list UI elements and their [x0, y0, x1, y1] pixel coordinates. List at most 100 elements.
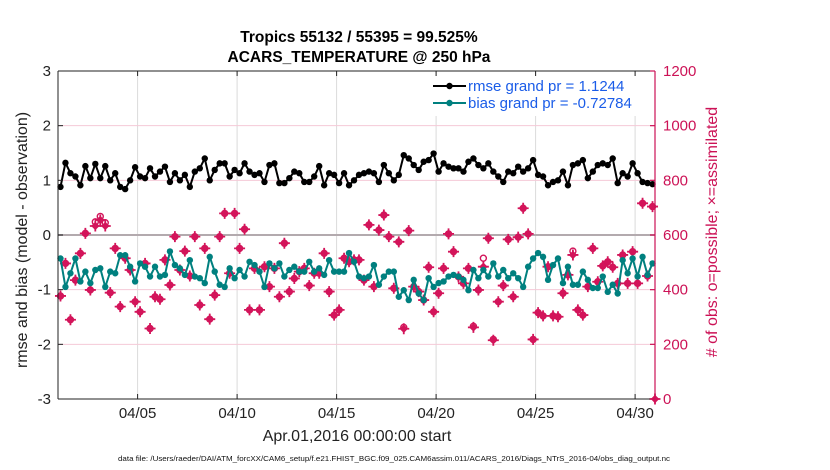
- rmse-point: [246, 168, 253, 175]
- obs-assimilated-point: [318, 247, 330, 259]
- rmse-point: [166, 178, 174, 186]
- bias-point: [241, 273, 248, 280]
- rmse-point: [186, 183, 194, 191]
- rmse-point: [529, 156, 537, 164]
- rmse-point: [201, 155, 208, 162]
- rmse-point: [92, 160, 99, 168]
- rmse-point: [116, 183, 124, 191]
- rmse-point: [455, 165, 462, 172]
- y-tick-label: 0: [43, 227, 51, 244]
- obs-marker-cross: [64, 314, 76, 326]
- obs-assimilated-point: [229, 207, 241, 219]
- bias-point: [121, 252, 129, 259]
- obs-assimilated-point: [647, 201, 659, 213]
- rmse-point: [385, 170, 393, 177]
- rmse-point: [146, 165, 154, 172]
- bias-point: [524, 263, 532, 270]
- rmse-point: [102, 162, 109, 170]
- bias-point: [480, 266, 487, 274]
- obs-assimilated-point: [273, 291, 285, 303]
- rmse-point: [151, 173, 159, 180]
- bias-point: [569, 281, 577, 288]
- obs-assimilated-point: [602, 256, 614, 268]
- rmse-point: [505, 168, 512, 175]
- bias-point: [385, 268, 393, 275]
- obs-marker-cross: [214, 231, 226, 243]
- obs-marker-cross: [482, 232, 494, 244]
- rmse-point: [510, 170, 517, 177]
- legend-bias-label: bias grand pr = -0.72784: [468, 95, 632, 112]
- bias-point: [271, 265, 278, 272]
- obs-marker-cross: [99, 220, 111, 232]
- bias-point: [549, 261, 557, 269]
- rmse-point: [614, 179, 621, 187]
- rmse-point: [649, 180, 656, 188]
- obs-marker-cross: [144, 322, 156, 334]
- bias-point: [176, 265, 184, 272]
- obs-marker-cross: [522, 228, 534, 240]
- bias-point: [276, 260, 283, 267]
- rmse-point: [634, 170, 641, 177]
- bias-point: [415, 290, 422, 297]
- rmse-point: [415, 166, 422, 174]
- rmse-point: [569, 161, 577, 169]
- obs-marker-cross: [199, 242, 211, 254]
- bias-point: [345, 249, 353, 257]
- obs-marker-cross: [239, 223, 251, 235]
- bias-point: [261, 283, 268, 291]
- bias-point: [211, 268, 218, 275]
- obs-assimilated-point: [443, 228, 455, 240]
- obs-assimilated-point: [99, 220, 111, 232]
- bias-point: [619, 256, 626, 264]
- rmse-point: [639, 178, 646, 186]
- rmse-point: [480, 165, 487, 172]
- obs-assimilated-point: [134, 306, 146, 318]
- rmse-point: [191, 168, 199, 175]
- obs-marker-cross: [94, 214, 106, 226]
- y-tick-label: 1: [43, 172, 51, 189]
- obs-assimilated-point: [189, 231, 201, 243]
- rmse-point: [340, 170, 348, 177]
- obs-assimilated-point: [487, 334, 499, 346]
- obs-marker-cross: [74, 247, 86, 259]
- obs-marker-cross: [378, 209, 390, 221]
- obs-marker-cross: [438, 262, 450, 274]
- bias-point: [455, 273, 462, 280]
- obs-assimilated-point: [104, 287, 116, 299]
- obs-assimilated-point: [74, 247, 86, 259]
- obs-assimilated-point: [537, 310, 549, 322]
- obs-assimilated-point: [219, 207, 231, 219]
- obs-marker-cross: [179, 245, 191, 257]
- bias-point: [77, 278, 84, 285]
- obs-marker-cross: [492, 296, 504, 308]
- rmse-point: [594, 161, 601, 169]
- bias-point: [330, 268, 338, 275]
- rmse-point: [375, 178, 383, 186]
- obs-marker-cross: [219, 207, 231, 219]
- rmse-point: [460, 168, 467, 175]
- rmse-point: [320, 182, 328, 189]
- obs-assimilated-point: [144, 322, 156, 334]
- bias-point: [435, 279, 442, 287]
- obs-marker-cross: [622, 277, 634, 289]
- bias-point: [405, 296, 412, 304]
- rmse-point: [395, 171, 402, 179]
- rmse-point: [77, 182, 84, 189]
- obs-assimilated-point: [204, 313, 216, 325]
- bias-point: [519, 283, 527, 291]
- obs-assimilated-point: [572, 304, 584, 316]
- bias-point: [624, 270, 631, 277]
- bias-point: [430, 283, 437, 291]
- bias-point: [510, 270, 517, 277]
- bias-point: [360, 274, 368, 282]
- obs-marker-cross: [552, 311, 564, 323]
- x-tick-label: 04/30: [616, 405, 654, 422]
- bias-point: [201, 279, 208, 287]
- bias-point: [146, 273, 154, 280]
- rmse-point: [161, 163, 169, 170]
- bias-point: [544, 276, 552, 284]
- obs-assimilated-point: [527, 333, 539, 345]
- obs-marker-cross: [323, 286, 335, 298]
- obs-marker-cross: [288, 272, 300, 284]
- rmse-point: [211, 166, 218, 174]
